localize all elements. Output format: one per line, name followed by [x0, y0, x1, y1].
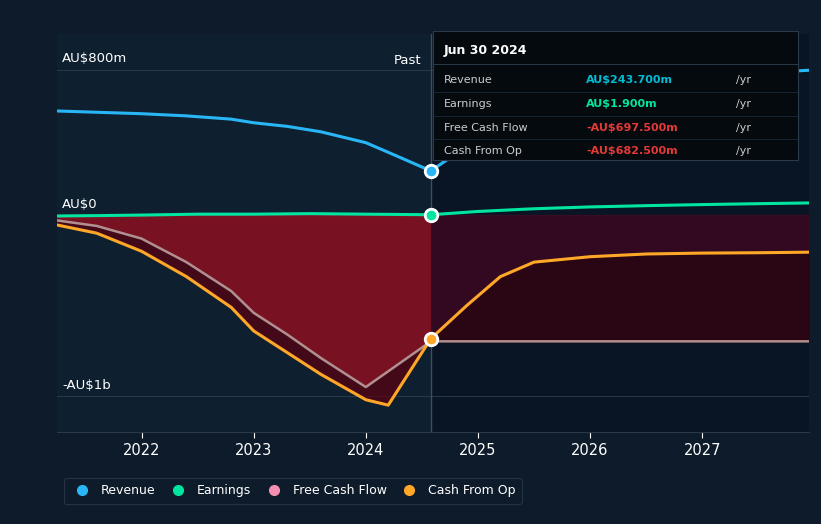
Text: AU$243.700m: AU$243.700m — [586, 75, 673, 85]
Text: -AU$697.500m: -AU$697.500m — [586, 123, 678, 133]
Text: Past: Past — [394, 53, 422, 67]
Text: /yr: /yr — [736, 75, 751, 85]
Text: AU$800m: AU$800m — [62, 52, 127, 65]
Text: /yr: /yr — [736, 147, 751, 157]
Bar — [431, 34, 809, 432]
Text: Cash From Op: Cash From Op — [443, 147, 521, 157]
Text: AU$1.900m: AU$1.900m — [586, 99, 658, 109]
Text: Analysts Forecasts: Analysts Forecasts — [440, 53, 563, 67]
Text: -AU$1b: -AU$1b — [62, 379, 111, 392]
Text: /yr: /yr — [736, 123, 751, 133]
Bar — [57, 34, 431, 432]
Text: /yr: /yr — [736, 99, 751, 109]
Text: -AU$682.500m: -AU$682.500m — [586, 147, 678, 157]
Text: Earnings: Earnings — [443, 99, 492, 109]
Text: AU$0: AU$0 — [62, 199, 98, 212]
Legend: Revenue, Earnings, Free Cash Flow, Cash From Op: Revenue, Earnings, Free Cash Flow, Cash … — [64, 478, 521, 504]
Text: Revenue: Revenue — [443, 75, 493, 85]
Text: Jun 30 2024: Jun 30 2024 — [443, 44, 527, 57]
Text: Free Cash Flow: Free Cash Flow — [443, 123, 527, 133]
